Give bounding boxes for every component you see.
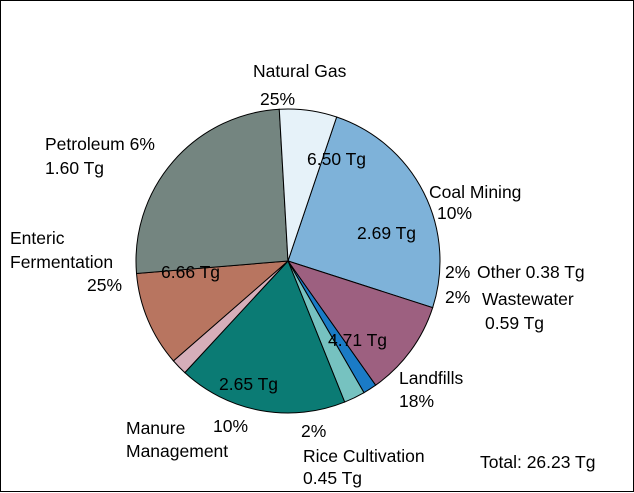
slice-coal-mining [286,260,434,386]
slice-label-enteric-fermentation: Fermentation [10,252,113,272]
slice-percent-natural-gas: 25% [260,89,295,109]
slice-label-manure-management: Manure [126,418,185,438]
slice-natural-gas [287,116,441,309]
slice-value-landfills: 4.71 Tg [328,330,387,350]
slice-value-enteric-fermentation: 6.66 Tg [161,262,220,282]
slice-petroleum [278,108,338,262]
slice-label-enteric-fermentation: Enteric [10,228,65,248]
slice-landfills [184,260,346,414]
slice-label-coal-mining: Coal Mining [429,182,521,202]
slice-value-coal-mining: 2.69 Tg [357,223,416,243]
slice-percent-manure-management: 10% [213,416,248,436]
slice-manure-management [135,260,290,362]
slice-percent-landfills: 18% [399,391,434,411]
total-label: Total: 26.23 Tg [480,452,595,472]
slice-value-rice-cultivation: 0.45 Tg [303,468,362,488]
slice-label-natural-gas: Natural Gas [253,61,347,81]
slice-percent-wastewater: 2% [445,287,470,307]
slice-percent-other: 2% [445,262,470,282]
slice-label-wastewater: Wastewater [482,289,574,309]
slice-label-rice-cultivation: Rice Cultivation [303,446,425,466]
slice-value-wastewater: 0.59 Tg [485,313,544,333]
slice-label-landfills: Landfills [399,368,463,388]
slice-enteric-fermentation [135,108,289,274]
slice-percent-enteric-fermentation: 25% [87,275,122,295]
slice-value-petroleum: 1.60 Tg [45,158,104,178]
pie-slices [135,108,441,414]
slice-percent-rice-cultivation: 2% [301,421,326,441]
slice-label-other: Other 0.38 Tg [477,262,585,282]
slice-percent-coal-mining: 10% [437,203,472,223]
slice-label-petroleum: Petroleum 6% [45,134,155,154]
slice-value-manure-management: 2.65 Tg [219,374,278,394]
slice-label-manure-management: Management [126,441,228,461]
slice-value-natural-gas: 6.50 Tg [307,149,366,169]
